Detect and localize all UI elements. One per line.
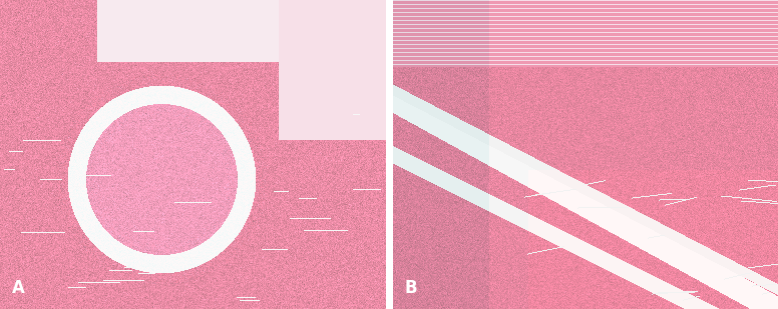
Text: B: B <box>405 279 417 297</box>
Text: A: A <box>12 279 24 297</box>
